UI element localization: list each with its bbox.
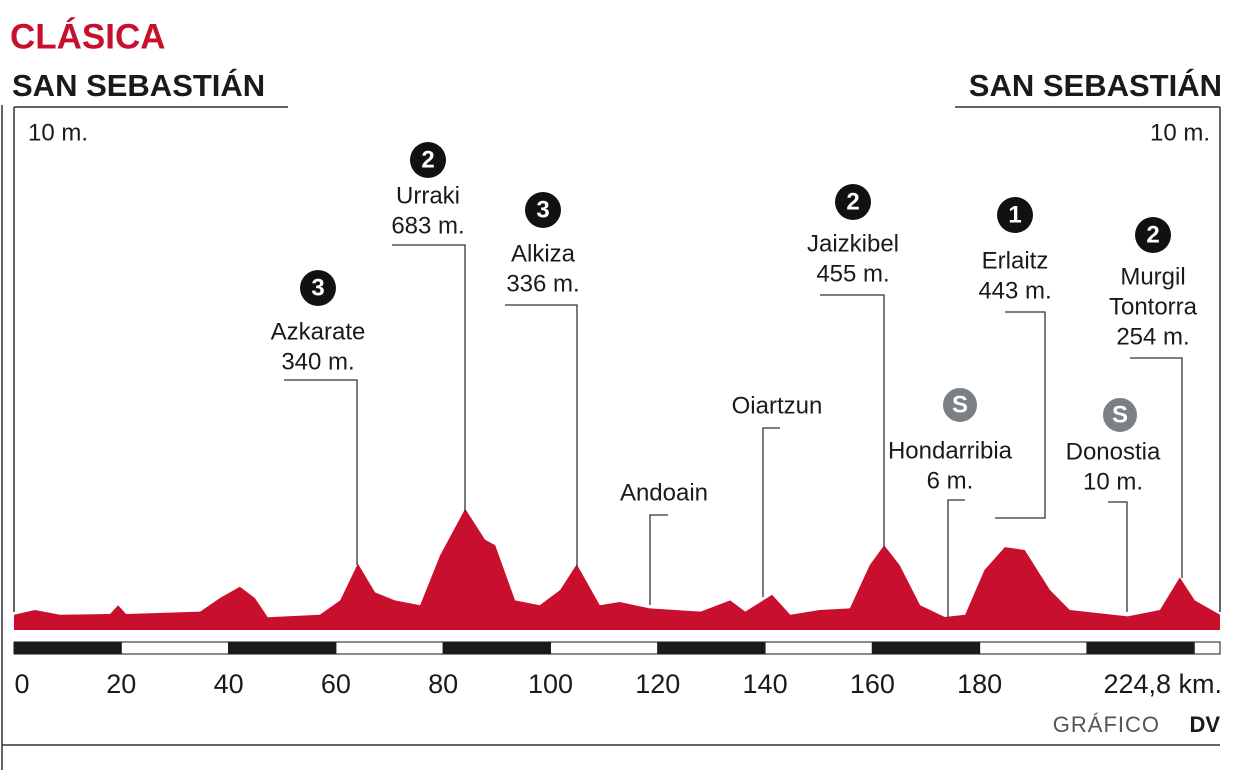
leader-line <box>392 244 466 512</box>
x-tick-label: 40 <box>214 669 244 699</box>
climb-label: 6 m. <box>927 467 974 494</box>
x-tick-label: 80 <box>428 669 458 699</box>
leader-line <box>820 294 885 547</box>
category-label: S <box>1112 401 1128 428</box>
x-tick-label: 0 <box>14 669 29 699</box>
leader-line <box>284 379 358 565</box>
climb-label: Hondarribia <box>888 437 1013 464</box>
climb-label: 336 m. <box>506 270 579 297</box>
leader-line <box>1130 357 1183 578</box>
category-badge <box>941 386 979 424</box>
chart-title: CLÁSICA <box>10 16 166 56</box>
climb-label: 443 m. <box>978 277 1051 304</box>
leader-line <box>649 514 668 605</box>
leader-line <box>505 304 578 567</box>
category-badge <box>1135 217 1171 253</box>
category-badge <box>300 270 336 306</box>
category-label: 3 <box>311 274 324 301</box>
distance-bar-segment <box>13 641 122 655</box>
distance-bar-segment <box>120 641 230 655</box>
finish-label: SAN SEBASTIÁN <box>969 68 1222 103</box>
finish-altitude: 10 m. <box>1150 119 1210 146</box>
distance-bar-segment <box>657 641 766 655</box>
start-altitude: 10 m. <box>28 119 88 146</box>
x-tick-label: 180 <box>957 669 1002 699</box>
climb-label: Oiartzun <box>732 392 823 419</box>
start-label: SAN SEBASTIÁN <box>12 68 265 103</box>
x-tick-label: 224,8 km. <box>1103 669 1222 699</box>
distance-bar-segment <box>442 641 551 655</box>
leader-line <box>1108 501 1128 612</box>
climb-label: 455 m. <box>816 260 889 287</box>
climb-label: Alkiza <box>511 240 576 267</box>
leader-line <box>995 311 1046 519</box>
credit: GRÁFICO <box>1053 712 1160 737</box>
category-badge <box>835 184 871 220</box>
category-badge <box>525 192 561 228</box>
x-tick-label: 160 <box>850 669 895 699</box>
climb-label: Andoain <box>620 479 708 506</box>
climb-label: Tontorra <box>1109 293 1198 320</box>
distance-bar-segment <box>979 641 1088 655</box>
category-badge <box>1101 396 1139 434</box>
x-tick-label: 140 <box>743 669 788 699</box>
category-label: 1 <box>1008 201 1021 228</box>
category-badge <box>997 197 1033 233</box>
category-label: S <box>952 391 968 418</box>
distance-bar-segment <box>335 641 444 655</box>
climb-label: Azkarate <box>271 318 366 345</box>
distance-bar-segment <box>1086 641 1195 655</box>
distance-bar-segment <box>549 641 659 655</box>
distance-bar-segment <box>228 641 337 655</box>
distance-bar-segment <box>871 641 981 655</box>
category-label: 2 <box>421 146 434 173</box>
leader-line <box>762 427 780 597</box>
x-tick-label: 120 <box>635 669 680 699</box>
climb-label: Jaizkibel <box>807 230 899 257</box>
credit-brand: DV <box>1189 712 1220 737</box>
category-label: 3 <box>536 196 549 223</box>
category-label: 2 <box>1146 221 1159 248</box>
leader-line <box>947 499 965 618</box>
climb-label: Donostia <box>1066 438 1161 465</box>
x-tick-label: 100 <box>528 669 573 699</box>
x-tick-label: 20 <box>106 669 136 699</box>
x-tick-label: 60 <box>321 669 351 699</box>
climb-label: 254 m. <box>1116 323 1189 350</box>
distance-bar-segment <box>1193 641 1221 655</box>
category-label: 2 <box>846 188 859 215</box>
distance-bar-segment <box>764 641 873 655</box>
climb-label: Erlaitz <box>982 247 1049 274</box>
climb-label: 10 m. <box>1083 468 1143 495</box>
category-badge <box>410 142 446 178</box>
climb-label: Urraki <box>396 182 460 209</box>
elevation-area <box>14 508 1220 630</box>
climb-label: 683 m. <box>391 212 464 239</box>
climb-label: 340 m. <box>281 348 354 375</box>
climb-label: Murgil <box>1120 263 1185 290</box>
